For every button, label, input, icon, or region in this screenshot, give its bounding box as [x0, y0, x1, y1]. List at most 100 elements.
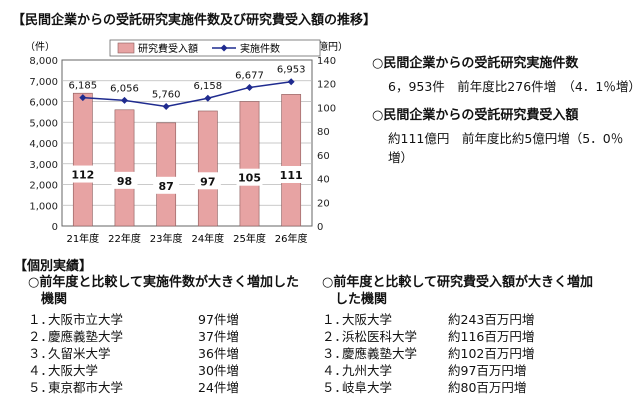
item-name: 久留米大学 — [48, 346, 111, 361]
right-ranking-heading-cont: した機関 — [322, 292, 388, 307]
list-item: ２． 浜松医科大学 約116百万円増 — [322, 328, 612, 345]
list-item: ２． 慶應義塾大学 37件増 — [28, 328, 318, 345]
item-name: 岐阜大学 — [342, 380, 393, 395]
line-point — [287, 78, 295, 86]
legend-line-label: 実施件数 — [240, 42, 280, 55]
item-name: 大阪市立大学 — [48, 312, 124, 327]
bar — [197, 110, 218, 227]
right-ranking-heading: ○前年度と比較して研究費受入額が大きく増加 — [322, 275, 593, 290]
x-tick-label: 26年度 — [275, 232, 308, 245]
item-value: 36件増 — [198, 346, 239, 361]
item-value: 約116百万円増 — [448, 329, 535, 344]
item-name: 慶應義塾大学 — [48, 329, 124, 344]
bar-label-bg — [236, 168, 263, 186]
list-item: １． 大阪市立大学 97件増 — [28, 311, 318, 328]
bar — [72, 92, 93, 227]
bar-label-bg — [278, 165, 305, 183]
right-ranking: ○前年度と比較して研究費受入額が大きく増加 した機関 １． 大阪大学 約243百万円… — [322, 274, 612, 396]
x-tick-label: 23年度 — [150, 232, 183, 245]
page-title: 【民間企業からの受託研究実施件数及び研究費受入額の推移】 — [12, 13, 377, 28]
list-item: ３． 慶應義塾大学 約102百万円増 — [322, 345, 612, 362]
y-left-tick: 6,000 — [29, 98, 58, 109]
item-name: 浜松医科大学 — [342, 329, 418, 344]
y-right-tick: 60 — [317, 151, 330, 162]
item-rank: １． — [322, 312, 348, 327]
bar-value-label: 98 — [117, 175, 132, 188]
y-right-tick: 120 — [317, 80, 336, 91]
y-left-unit: （件） — [25, 41, 55, 53]
line-value-label: 5,760 — [152, 89, 181, 100]
line-value-label: 6,185 — [69, 81, 98, 92]
bar-label-bg — [153, 176, 180, 194]
y-left-tick: 1,000 — [29, 201, 58, 212]
y-right-tick: 100 — [317, 103, 336, 114]
y-right-tick: 140 — [317, 56, 336, 67]
line-value-label: 6,158 — [194, 81, 223, 92]
bar-value-label: 87 — [159, 180, 174, 193]
y-left-tick: 4,000 — [29, 139, 58, 150]
bar — [281, 94, 302, 227]
item-name: 大阪大学 — [342, 312, 393, 327]
y-right-tick: 80 — [317, 127, 330, 138]
left-ranking-heading-cont: 機関 — [28, 292, 68, 307]
legend-bar-label: 研究費受入額 — [138, 42, 198, 55]
bar-value-label: 112 — [71, 169, 94, 182]
x-tick-label: 25年度 — [233, 232, 266, 245]
x-tick-label: 22年度 — [108, 232, 141, 245]
left-ranking-heading: ○前年度と比較して実施件数が大きく増加した — [28, 275, 299, 290]
item-value: 約243百万円増 — [448, 312, 535, 327]
bar — [239, 101, 260, 227]
list-item: １． 大阪大学 約243百万円増 — [322, 311, 612, 328]
legend-bar-swatch — [117, 42, 135, 54]
line-point — [79, 94, 87, 102]
bar-value-label: 105 — [238, 172, 261, 185]
item-rank: ４． — [322, 363, 348, 378]
y-right-tick: 40 — [317, 175, 330, 186]
line-point — [246, 83, 253, 91]
item-value: 約97百万円増 — [448, 363, 527, 378]
y-left-tick: 0 — [52, 222, 58, 233]
bar-label-bg — [69, 165, 96, 183]
bar — [156, 122, 177, 227]
y-left-tick: 2,000 — [29, 181, 58, 192]
item-value: 37件増 — [198, 329, 239, 344]
y-left-tick: 8,000 — [29, 56, 58, 67]
item-rank: ４． — [28, 363, 54, 378]
line-point — [162, 102, 170, 110]
y-right-tick: 0 — [317, 222, 323, 233]
summary-amount-text: 約111億円 前年度比約5億円増（5．0％増） — [388, 131, 624, 165]
y-left-tick: 5,000 — [29, 118, 58, 129]
line-value-label: 6,953 — [277, 65, 306, 76]
left-ranking: ○前年度と比較して実施件数が大きく増加した 機関 １． 大阪市立大学 97件増 ２．慶… — [28, 274, 318, 396]
y-left-tick: 3,000 — [29, 160, 58, 171]
x-tick-label: 21年度 — [66, 232, 99, 245]
item-name: 九州大学 — [342, 363, 393, 378]
list-item: ３． 久留米大学 36件増 — [28, 345, 318, 362]
item-rank: ５． — [322, 380, 348, 395]
line-point — [121, 96, 128, 104]
bar-value-label: 97 — [200, 175, 215, 188]
x-tick-label: 24年度 — [191, 232, 224, 245]
y-left-tick: 7,000 — [29, 77, 58, 88]
item-rank: ５． — [28, 380, 54, 395]
item-value: 約80百万円増 — [448, 380, 527, 395]
item-name: 慶應義塾大学 — [342, 346, 418, 361]
bar-label-bg — [194, 172, 221, 190]
bar-label-bg — [111, 171, 138, 189]
y-right-tick: 20 — [317, 198, 330, 209]
summary-count: ○民間企業からの受託研究実施件数 6，953件 前年度比276件増 （4．1％増… — [372, 52, 640, 95]
item-value: 97件増 — [198, 312, 239, 327]
item-name: 東京都市大学 — [48, 380, 124, 395]
item-rank: ２． — [28, 329, 54, 344]
combo-chart: 0 1,000 2,000 3,000 4,000 5,000 6,000 7,000 8,00… — [25, 39, 348, 245]
item-value: 24件増 — [198, 380, 239, 395]
item-rank: １． — [28, 312, 54, 327]
summary-amount: ○民間企業からの受託研究費受入額 約111億円 前年度比約5億円増（5．0％増） — [372, 104, 640, 166]
list-item: ４． 大阪大学 30件増 — [28, 362, 318, 379]
bar — [114, 109, 135, 227]
list-item: ５． 岐阜大学 約80百万円増 — [322, 379, 612, 396]
item-value: 約102百万円増 — [448, 346, 535, 361]
line-point — [204, 94, 212, 102]
legend-line-marker — [220, 44, 228, 52]
line-value-label: 6,677 — [235, 70, 264, 81]
